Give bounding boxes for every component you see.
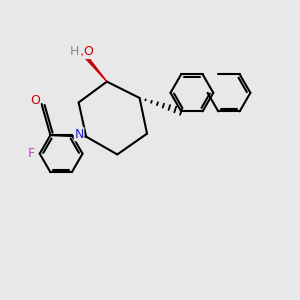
Text: O: O xyxy=(83,45,93,58)
Text: N: N xyxy=(74,128,84,141)
Text: H: H xyxy=(69,45,79,58)
Polygon shape xyxy=(82,52,107,82)
Text: F: F xyxy=(27,147,34,160)
Text: O: O xyxy=(30,94,40,107)
